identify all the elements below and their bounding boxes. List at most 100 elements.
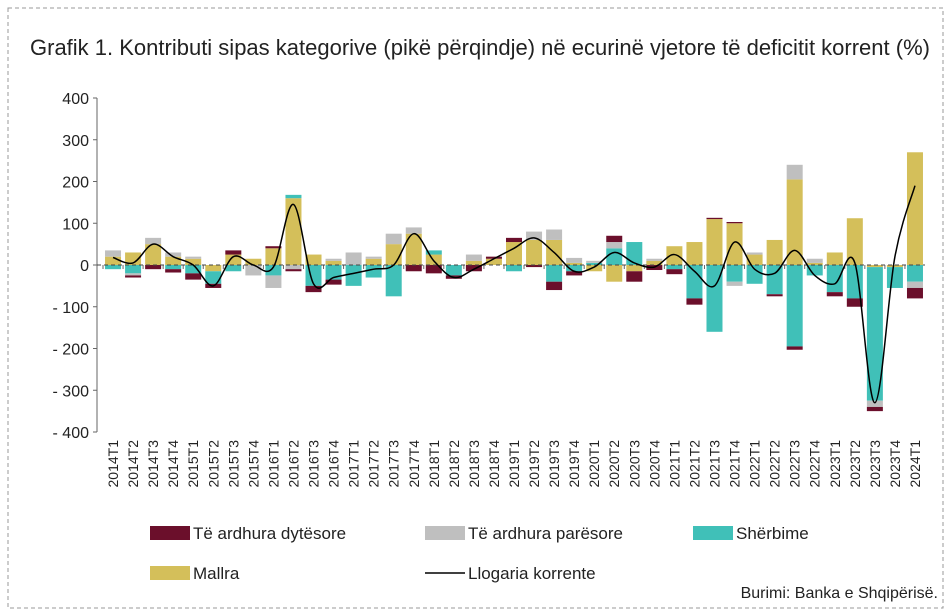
y-tick-label: 100 bbox=[62, 216, 89, 233]
legend-swatch bbox=[150, 566, 190, 580]
bar bbox=[646, 258, 663, 261]
bar bbox=[506, 265, 522, 272]
bar bbox=[826, 265, 843, 293]
bar bbox=[145, 244, 162, 265]
x-tick-label: 2023T2 bbox=[847, 440, 863, 488]
bar bbox=[586, 265, 603, 272]
x-tick-label: 2022T4 bbox=[807, 440, 823, 488]
x-tick-label: 2016T3 bbox=[306, 440, 322, 488]
bar bbox=[606, 242, 623, 249]
bar bbox=[706, 219, 723, 265]
bar bbox=[325, 279, 342, 285]
bar bbox=[906, 265, 923, 282]
bar bbox=[485, 258, 502, 265]
bar bbox=[546, 229, 563, 240]
x-tick-label: 2021T1 bbox=[666, 440, 682, 488]
bar bbox=[165, 269, 182, 273]
bar bbox=[325, 258, 342, 261]
bar bbox=[265, 275, 282, 288]
bar bbox=[866, 400, 883, 407]
y-tick-label: 200 bbox=[62, 175, 89, 192]
bar bbox=[706, 217, 723, 220]
legend-label: Mallra bbox=[193, 564, 240, 583]
bar bbox=[405, 233, 422, 265]
bar bbox=[365, 265, 382, 278]
bar bbox=[606, 235, 623, 243]
bar bbox=[145, 237, 162, 245]
bar bbox=[305, 285, 322, 293]
bar bbox=[285, 198, 302, 265]
bar bbox=[526, 231, 543, 240]
bar bbox=[826, 292, 843, 297]
x-tick-label: 2014T3 bbox=[145, 440, 161, 488]
bar bbox=[606, 265, 623, 282]
bar bbox=[566, 265, 583, 272]
x-tick-label: 2020T2 bbox=[606, 440, 622, 488]
bar bbox=[526, 265, 543, 268]
bar bbox=[686, 298, 703, 305]
x-tick-label: 2023T3 bbox=[867, 440, 883, 488]
bar bbox=[806, 265, 823, 276]
bar bbox=[806, 262, 823, 265]
x-tick-label: 2017T1 bbox=[346, 440, 362, 488]
bar bbox=[626, 265, 643, 272]
x-tick-label: 2020T3 bbox=[626, 440, 642, 488]
x-tick-label: 2018T3 bbox=[466, 440, 482, 488]
bar bbox=[125, 265, 142, 274]
x-tick-label: 2023T4 bbox=[887, 440, 903, 488]
x-tick-label: 2022T2 bbox=[767, 440, 783, 488]
legend-label: Të ardhura dytësore bbox=[193, 524, 346, 543]
x-tick-label: 2022T3 bbox=[787, 440, 803, 488]
bar bbox=[165, 265, 182, 270]
bar bbox=[205, 265, 222, 272]
x-tick-label: 2017T3 bbox=[386, 440, 402, 488]
bar bbox=[886, 265, 903, 268]
bar bbox=[205, 271, 222, 284]
bar bbox=[145, 265, 162, 270]
x-tick-label: 2014T4 bbox=[165, 440, 181, 488]
x-tick-label: 2017T4 bbox=[406, 440, 422, 488]
bar bbox=[746, 254, 763, 265]
bar bbox=[125, 252, 142, 265]
bar bbox=[566, 257, 583, 263]
bar bbox=[225, 265, 242, 272]
legend-label: Llogaria korrente bbox=[468, 564, 596, 583]
bar bbox=[626, 242, 643, 265]
y-tick-label: 0 bbox=[80, 258, 89, 275]
bar bbox=[285, 194, 302, 199]
bar bbox=[345, 252, 362, 265]
bar bbox=[445, 265, 462, 276]
bar bbox=[245, 258, 262, 265]
x-tick-label: 2018T4 bbox=[486, 440, 502, 488]
bar bbox=[485, 256, 502, 259]
bar bbox=[626, 271, 643, 282]
bar bbox=[686, 242, 703, 265]
x-tick-label: 2023T1 bbox=[827, 440, 843, 488]
x-tick-label: 2021T3 bbox=[706, 440, 722, 488]
bar bbox=[105, 256, 122, 265]
bar bbox=[265, 265, 282, 276]
bar bbox=[405, 265, 422, 272]
x-tick-label: 2019T4 bbox=[566, 440, 582, 488]
bar bbox=[105, 265, 122, 270]
x-tick-label: 2015T3 bbox=[225, 440, 241, 488]
bar bbox=[726, 265, 743, 282]
bar bbox=[766, 294, 783, 297]
bar bbox=[465, 265, 482, 272]
bar bbox=[786, 164, 803, 180]
x-tick-label: 2014T2 bbox=[125, 440, 141, 488]
bar bbox=[425, 250, 442, 255]
bar bbox=[365, 256, 382, 259]
bar bbox=[586, 260, 603, 263]
bar bbox=[666, 269, 683, 275]
x-tick-label: 2016T1 bbox=[265, 440, 281, 488]
x-tick-label: 2019T3 bbox=[546, 440, 562, 488]
bar bbox=[726, 223, 743, 265]
source: Burimi: Banka e Shqipërisë. bbox=[741, 585, 938, 602]
line bbox=[112, 185, 916, 404]
bar bbox=[425, 265, 442, 274]
bar bbox=[666, 246, 683, 265]
bar bbox=[506, 237, 522, 243]
